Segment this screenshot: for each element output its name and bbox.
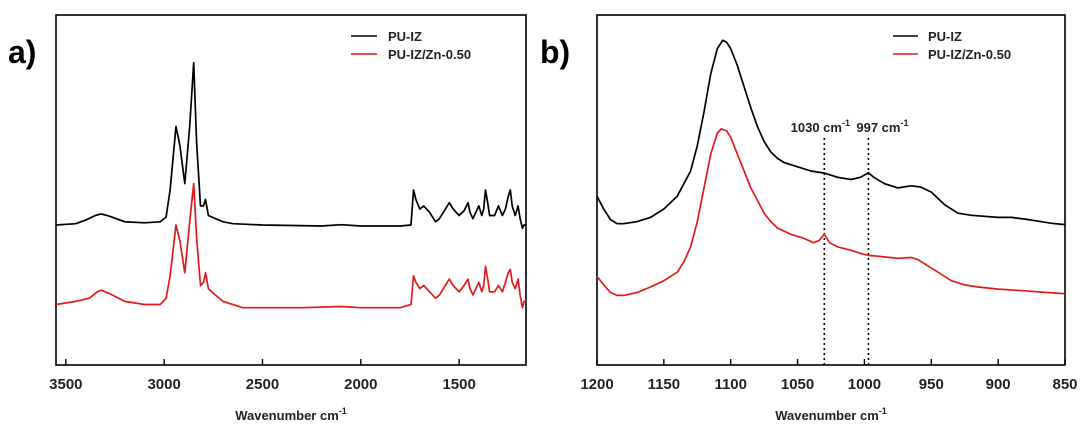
annotation-label-1030-sup: -1 bbox=[842, 118, 850, 128]
x-tick-label-b-7: 850 bbox=[1052, 376, 1077, 393]
series-line-b-1 bbox=[596, 128, 1066, 297]
x-axis-label-a-sup: -1 bbox=[339, 406, 347, 416]
x-tick-label-b-4: 1000 bbox=[848, 376, 881, 393]
legend-a: PU-IZ PU-IZ/Zn-0.50 bbox=[351, 29, 471, 62]
series-line-b-0 bbox=[596, 39, 1066, 226]
panel-label-b: b) bbox=[540, 34, 570, 70]
x-tick-label-a-0: 3500 bbox=[49, 376, 82, 393]
annotation-label-997: 997 cm-1 bbox=[856, 118, 908, 135]
x-axis-ticks-b: 1200 1150 1100 1050 1000 950 900 850 bbox=[580, 359, 1078, 393]
x-axis-ticks-a: 3500 3000 2500 2000 1500 bbox=[49, 359, 476, 393]
x-axis-label-b-sup: -1 bbox=[879, 406, 887, 416]
legend-label-b-0: PU-IZ bbox=[928, 29, 962, 44]
plot-frame-a bbox=[55, 14, 527, 366]
x-axis-label-a-text: Wavenumber cm bbox=[235, 408, 339, 423]
x-tick-label-b-0: 1200 bbox=[580, 376, 613, 393]
plot-frame-b bbox=[596, 14, 1066, 366]
annotations-b: 1030 cm-1 997 cm-1 bbox=[791, 118, 908, 365]
annotation-label-997-sup: -1 bbox=[900, 118, 908, 128]
x-axis-label-a: Wavenumber cm-1 bbox=[235, 406, 347, 423]
x-tick-label-b-1: 1150 bbox=[648, 376, 681, 393]
chart-panel-a: a) 3500 3000 2500 2000 1500 Wavenumber cm-1 … bbox=[8, 14, 527, 423]
series-group-a bbox=[55, 61, 526, 309]
legend-label-a-0: PU-IZ bbox=[388, 29, 422, 44]
chart-panel-b: b) 1030 cm-1 997 cm-1 1200 1150 1100 1050 10… bbox=[540, 14, 1078, 423]
panel-label-a: a) bbox=[8, 34, 36, 70]
annotation-label-1030-text: 1030 cm bbox=[791, 120, 842, 135]
x-tick-label-b-3: 1050 bbox=[781, 376, 814, 393]
x-tick-label-a-3: 2000 bbox=[344, 376, 377, 393]
legend-label-b-1: PU-IZ/Zn-0.50 bbox=[928, 47, 1011, 62]
series-line-a-0 bbox=[55, 61, 526, 230]
annotation-label-997-text: 997 cm bbox=[856, 120, 900, 135]
x-tick-label-a-4: 1500 bbox=[442, 376, 475, 393]
series-group-b bbox=[596, 39, 1066, 297]
legend-b: PU-IZ PU-IZ/Zn-0.50 bbox=[893, 29, 1011, 62]
legend-label-a-1: PU-IZ/Zn-0.50 bbox=[388, 47, 471, 62]
series-line-a-1 bbox=[55, 182, 526, 309]
x-tick-label-a-2: 2500 bbox=[246, 376, 279, 393]
x-tick-label-a-1: 3000 bbox=[147, 376, 180, 393]
x-axis-label-b-text: Wavenumber cm bbox=[775, 408, 879, 423]
x-tick-label-b-2: 1100 bbox=[714, 376, 747, 393]
x-tick-label-b-6: 900 bbox=[986, 376, 1011, 393]
x-axis-label-b: Wavenumber cm-1 bbox=[775, 406, 887, 423]
annotation-label-1030: 1030 cm-1 bbox=[791, 118, 850, 135]
x-tick-label-b-5: 950 bbox=[919, 376, 944, 393]
